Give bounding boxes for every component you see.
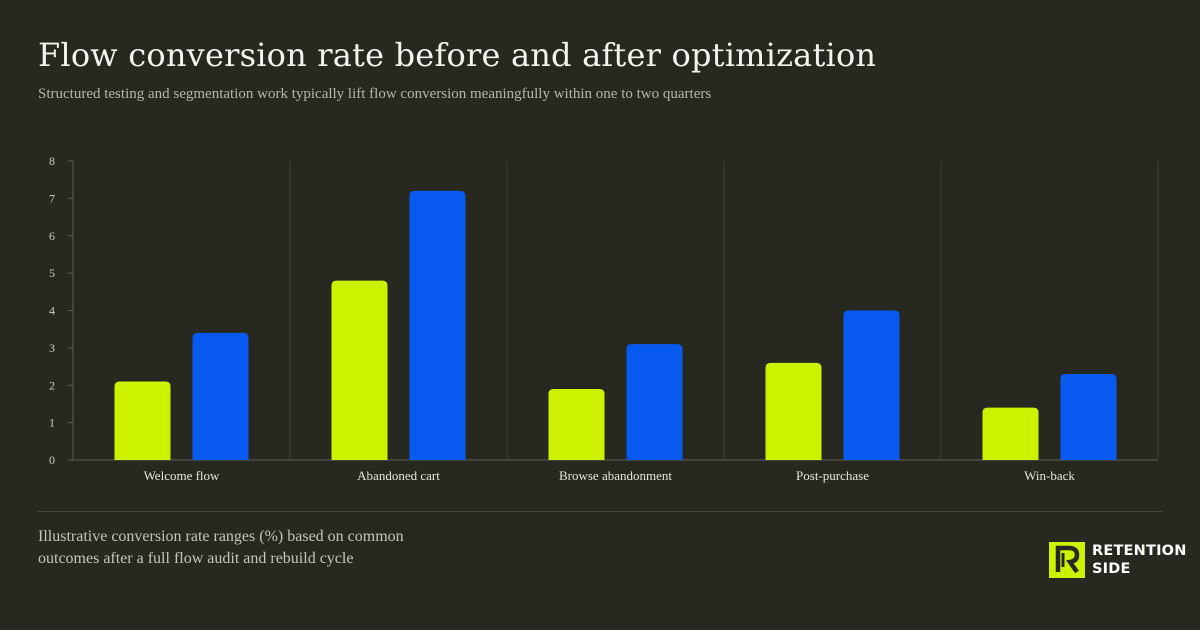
y-tick-label: 1 [49, 416, 55, 430]
x-tick-label: Browse abandonment [559, 468, 672, 483]
chart-subtitle: Structured testing and segmentation work… [38, 86, 712, 102]
bar-series2 [626, 344, 683, 460]
logo-text-line2: SIDE [1092, 561, 1131, 577]
x-tick-label: Welcome flow [144, 468, 220, 483]
bar-series2 [1060, 374, 1117, 460]
y-tick-label: 8 [49, 154, 55, 168]
logo-text-line1: RETENTION [1092, 543, 1187, 559]
footer-divider [38, 511, 1162, 512]
brand-logo: RETENTION SIDE [1049, 540, 1187, 580]
y-tick-label: 6 [49, 229, 55, 243]
y-tick-label: 4 [49, 304, 55, 318]
chart-title: Flow conversion rate before and after op… [38, 36, 877, 74]
bar-series1 [765, 362, 822, 460]
bar-series1 [114, 381, 171, 460]
footnote: Illustrative conversion rate ranges (%) … [38, 528, 404, 567]
bar-series1 [548, 388, 605, 460]
y-tick-label: 2 [49, 378, 55, 392]
x-tick-label: Win-back [1024, 468, 1075, 483]
bar-series2 [843, 310, 900, 460]
y-tick-label: 5 [49, 266, 55, 280]
y-tick-label: 3 [49, 341, 55, 355]
y-tick-label: 7 [49, 191, 55, 205]
bar-series2 [409, 190, 466, 460]
bar-chart: 0 1 2 3 4 5 6 7 8 Welcome flow Abandoned cart Brows… [49, 154, 1159, 483]
bar-series1 [982, 407, 1039, 460]
x-tick-label: Abandoned cart [357, 468, 440, 483]
bar-series1 [331, 280, 388, 460]
retention-side-logo-icon [1049, 542, 1085, 578]
x-tick-label: Post-purchase [796, 468, 869, 483]
y-tick-label: 0 [49, 453, 55, 467]
bar-series2 [192, 332, 249, 460]
